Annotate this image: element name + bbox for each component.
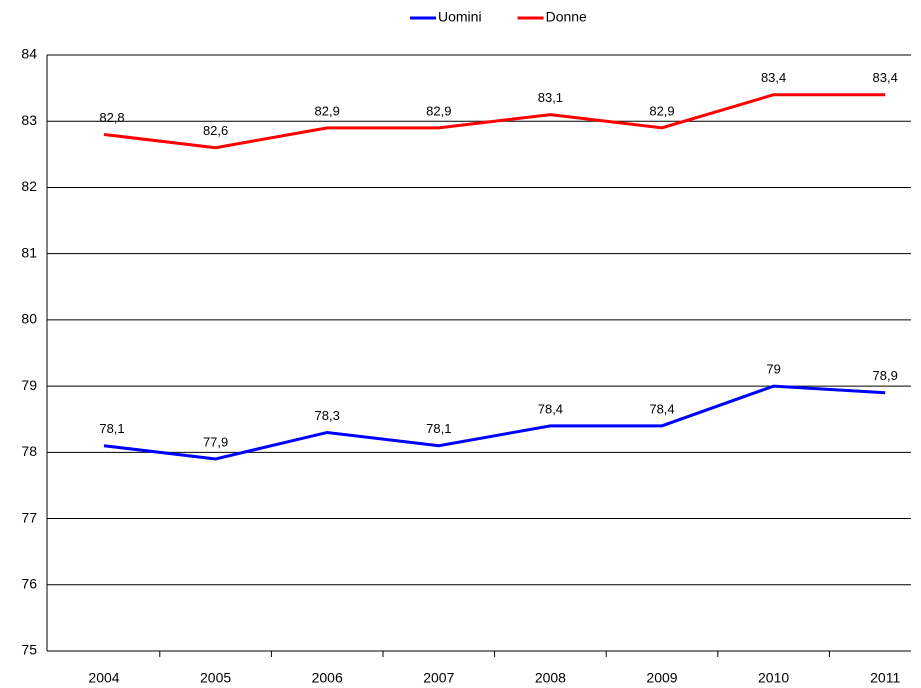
- x-tick-label: 2008: [535, 670, 566, 686]
- x-tick-label: 2006: [312, 670, 343, 686]
- x-tick-label: 2004: [88, 670, 119, 686]
- x-tick-label: 2007: [423, 670, 454, 686]
- data-label: 78,3: [315, 408, 340, 423]
- data-label: 78,1: [426, 421, 451, 436]
- data-label: 79: [766, 362, 780, 377]
- data-label: 78,4: [538, 401, 563, 416]
- data-label: 83,1: [538, 90, 563, 105]
- data-label: 82,9: [649, 103, 674, 118]
- y-tick-label: 77: [21, 509, 37, 525]
- x-tick-label: 2010: [758, 670, 789, 686]
- series-line: [103, 384, 886, 461]
- data-label: 82,8: [99, 110, 124, 125]
- x-tick-label: 2009: [646, 670, 677, 686]
- data-label: 83,4: [873, 70, 898, 85]
- series-line: [103, 93, 886, 150]
- y-tick-label: 84: [21, 46, 37, 62]
- y-tick-label: 78: [21, 443, 37, 459]
- data-label: 82,9: [315, 103, 340, 118]
- data-label: 82,6: [203, 123, 228, 138]
- data-label: 83,4: [761, 70, 786, 85]
- data-label: 78,4: [649, 401, 674, 416]
- y-tick-label: 79: [21, 377, 37, 393]
- x-tick-label: 2011: [870, 670, 900, 686]
- legend-label: Donne: [546, 9, 587, 25]
- data-label: 77,9: [203, 434, 228, 449]
- data-label: 82,9: [426, 103, 451, 118]
- y-tick-label: 75: [21, 642, 37, 658]
- data-label: 78,9: [873, 368, 898, 383]
- y-tick-label: 83: [21, 112, 37, 128]
- y-tick-label: 81: [21, 244, 37, 260]
- y-tick-label: 76: [21, 575, 37, 591]
- x-tick-label: 2005: [200, 670, 231, 686]
- data-label: 78,1: [99, 421, 124, 436]
- y-tick-label: 80: [21, 311, 37, 327]
- y-tick-label: 82: [21, 178, 37, 194]
- legend-label: Uomini: [438, 9, 482, 25]
